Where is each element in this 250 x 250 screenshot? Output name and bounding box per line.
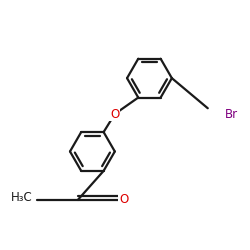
Text: H₃C: H₃C [11,192,32,204]
Text: H: H [24,192,32,204]
Text: O: O [110,108,120,120]
Text: O: O [119,193,128,206]
Text: Br: Br [225,108,238,120]
